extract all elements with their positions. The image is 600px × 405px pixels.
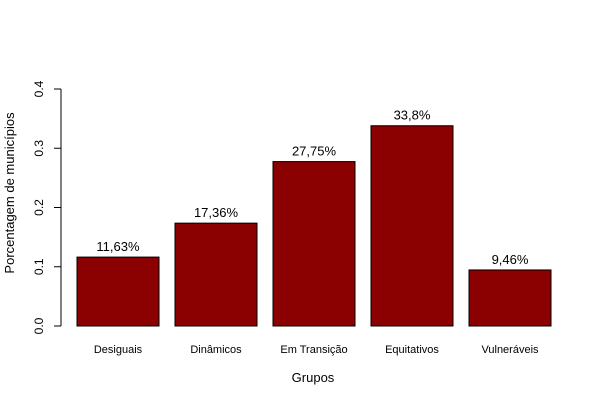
bar-data-label: 11,63% — [96, 239, 140, 254]
data-labels-group: 11,63% 17,36% 27,75% 33,8% 9,46% — [96, 108, 528, 267]
bar — [174, 222, 258, 327]
bar-data-label: 33,8% — [394, 108, 431, 123]
bars-group — [76, 125, 552, 327]
x-tick-label: Vulneráveis — [481, 344, 539, 356]
x-axis-label: Grupos — [292, 370, 335, 385]
y-axis: 0.0 0.1 0.2 0.3 0.4 — [32, 80, 62, 334]
x-tick-labels-group: Desiguais Dinâmicos Em Transição Equitativo… — [94, 344, 539, 356]
x-tick-label: Desiguais — [94, 344, 143, 356]
y-tick-label: 0.4 — [32, 80, 46, 97]
y-tick-label: 0.3 — [32, 140, 46, 157]
y-tick-label: 0.0 — [32, 317, 46, 334]
y-axis-label: Porcentagem de municípios — [2, 112, 17, 274]
bar — [76, 256, 160, 327]
bar — [370, 125, 454, 327]
x-tick-label: Dinâmicos — [190, 344, 242, 356]
bar-data-label: 9,46% — [492, 252, 529, 267]
bar-data-label: 27,75% — [292, 144, 337, 159]
bar — [272, 161, 356, 327]
x-tick-label: Em Transição — [280, 344, 347, 356]
x-tick-label: Equitativos — [385, 344, 439, 356]
y-tick-label: 0.1 — [32, 258, 46, 275]
bar — [468, 269, 552, 327]
bar-data-label: 17,36% — [194, 205, 239, 220]
y-tick-label: 0.2 — [32, 199, 46, 216]
